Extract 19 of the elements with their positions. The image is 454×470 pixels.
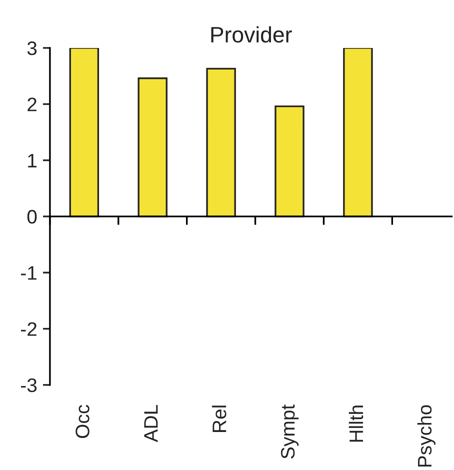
y-tick-label: -2: [21, 322, 36, 336]
y-tick-label: 2: [28, 98, 36, 112]
bar: [343, 48, 373, 218]
bar: [69, 48, 100, 218]
x-tick-label: Sympt: [280, 404, 299, 459]
chart-title: Provider: [211, 26, 292, 43]
y-tick-label: 1: [28, 154, 36, 168]
bar: [138, 77, 168, 218]
y-tick-label: -1: [21, 266, 36, 280]
x-tick-label: Psycho: [417, 405, 436, 467]
x-tick-label: Hllth: [348, 406, 364, 442]
y-tick-label: 3: [27, 41, 37, 56]
x-tick-label: Rel: [212, 406, 226, 432]
x-tick-label: ADL: [144, 405, 158, 442]
y-tick-label: -3: [21, 378, 37, 392]
x-tick-label: Occ: [76, 404, 90, 438]
bar: [274, 106, 304, 218]
y-tick-label: 0: [27, 210, 37, 224]
bar: [206, 68, 236, 218]
